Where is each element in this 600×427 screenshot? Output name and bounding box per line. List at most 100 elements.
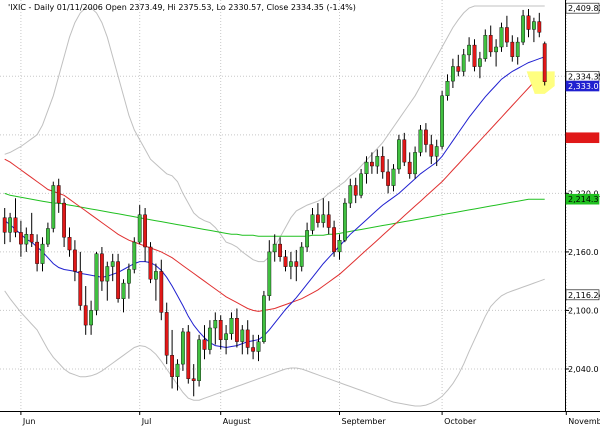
candle-body-57 bbox=[310, 214, 315, 231]
title-sp4: , bbox=[162, 3, 167, 12]
title-sep: - bbox=[26, 3, 34, 12]
value-tag-label-5: 2,116.24 bbox=[568, 291, 600, 300]
candle-body-79 bbox=[429, 144, 434, 157]
candle-body-18 bbox=[99, 253, 104, 282]
candle-body-44 bbox=[240, 329, 245, 342]
candle-body-52 bbox=[283, 256, 288, 267]
candle-body-72 bbox=[391, 168, 396, 186]
candle-body-4 bbox=[24, 234, 29, 245]
candle-body-64 bbox=[348, 185, 353, 204]
candle-body-40 bbox=[218, 320, 223, 340]
candle-body-100 bbox=[542, 43, 547, 82]
candle-body-99 bbox=[537, 21, 542, 33]
candle-body-77 bbox=[418, 129, 423, 153]
candle-body-29 bbox=[159, 271, 164, 313]
chart-title: 'IXIC - Daily 01/11/2006 Open 2373.49, H… bbox=[8, 3, 356, 12]
candle-body-62 bbox=[337, 239, 342, 253]
candle-body-75 bbox=[407, 161, 412, 175]
candle-body-85 bbox=[461, 54, 466, 72]
candle-body-33 bbox=[180, 331, 185, 365]
candle-body-70 bbox=[380, 156, 385, 173]
candle-body-7 bbox=[40, 243, 45, 264]
candle-body-20 bbox=[110, 261, 115, 267]
candle-body-97 bbox=[526, 15, 531, 30]
high-value: 2375.53 bbox=[178, 3, 211, 12]
value-tag-label-1: 2,334.35 bbox=[568, 72, 600, 81]
candle-body-13 bbox=[72, 249, 77, 272]
candle-body-36 bbox=[197, 339, 201, 381]
candle-body-9 bbox=[51, 185, 56, 229]
candle-body-51 bbox=[278, 243, 282, 258]
candle-body-14 bbox=[78, 271, 83, 306]
candle-body-15 bbox=[83, 305, 88, 326]
candle-body-92 bbox=[499, 27, 504, 48]
candle-body-27 bbox=[148, 246, 153, 280]
candle-body-58 bbox=[316, 214, 320, 223]
candle-body-0 bbox=[2, 217, 7, 233]
last-close-highlight bbox=[526, 71, 555, 94]
candle-body-48 bbox=[262, 295, 266, 342]
candle-body-83 bbox=[451, 66, 455, 82]
close-value: 2334.35 bbox=[291, 3, 324, 12]
candle-body-23 bbox=[126, 269, 131, 284]
candle-body-60 bbox=[326, 214, 331, 228]
candle-body-6 bbox=[35, 241, 40, 264]
candle-body-46 bbox=[251, 347, 255, 352]
x-tick-label-3: September bbox=[342, 417, 387, 426]
candle-body-49 bbox=[267, 251, 272, 296]
value-tag-label-4: 2,214.37 bbox=[568, 195, 600, 204]
close-label: Close bbox=[266, 3, 288, 12]
candle-body-17 bbox=[94, 253, 99, 311]
candle-body-81 bbox=[440, 95, 444, 147]
open-label: Open bbox=[105, 3, 126, 12]
candle-body-95 bbox=[515, 41, 520, 57]
candle-body-69 bbox=[375, 156, 380, 167]
value-tag-label-0: 2,409.82 bbox=[568, 4, 600, 13]
candle-body-74 bbox=[402, 139, 407, 163]
candle-body-87 bbox=[472, 44, 477, 67]
candle-body-10 bbox=[56, 185, 61, 204]
title-sp6: , bbox=[211, 3, 216, 12]
value-tag-label-3: 2,280.0 bbox=[568, 134, 599, 143]
candle-body-2 bbox=[13, 217, 18, 233]
candle-body-53 bbox=[289, 261, 293, 267]
candle-body-26 bbox=[143, 214, 147, 248]
candle-body-5 bbox=[29, 234, 34, 243]
x-axis-ticks: Jun Jul August September October November bbox=[20, 411, 600, 426]
candle-body-38 bbox=[207, 327, 212, 350]
candle-body-21 bbox=[116, 261, 121, 299]
candle-body-55 bbox=[299, 246, 304, 267]
candle-body-34 bbox=[186, 331, 191, 379]
candle-body-98 bbox=[532, 21, 536, 30]
candle-body-90 bbox=[488, 35, 493, 53]
candle-body-88 bbox=[478, 58, 482, 67]
candle-body-86 bbox=[467, 44, 471, 56]
period-text: Daily bbox=[34, 3, 55, 12]
value-tag-box-3 bbox=[565, 132, 600, 144]
candle-body-42 bbox=[229, 318, 234, 335]
y-tick-label-8: 2,100.0 bbox=[568, 306, 599, 315]
candle-body-66 bbox=[359, 173, 363, 196]
candle-body-54 bbox=[294, 261, 299, 267]
bollinger-lower-line bbox=[4, 278, 545, 407]
y-tick-label-9: 2,040.0 bbox=[568, 365, 599, 374]
y-axis-ticks: 2,220.0 2,160.0 2,100.0 2,040.0 2,409.82 2,33… bbox=[565, 2, 600, 374]
x-tick-label-2: August bbox=[223, 417, 251, 426]
candle-body-93 bbox=[505, 27, 509, 43]
candle-body-31 bbox=[170, 355, 174, 377]
x-tick-label-1: Jul bbox=[141, 417, 152, 426]
candle-body-59 bbox=[321, 214, 326, 223]
candle-body-8 bbox=[46, 228, 50, 245]
candle-body-65 bbox=[353, 185, 358, 196]
candle-body-43 bbox=[234, 318, 239, 342]
candle-body-3 bbox=[19, 232, 23, 245]
candle-body-19 bbox=[105, 266, 110, 282]
candle-body-28 bbox=[153, 271, 158, 280]
value-tag-box-5 bbox=[565, 289, 600, 301]
ma50-line bbox=[4, 70, 546, 312]
candle-body-16 bbox=[89, 310, 94, 326]
value-tag-box-4 bbox=[565, 193, 600, 205]
high-label: Hi bbox=[168, 3, 176, 12]
